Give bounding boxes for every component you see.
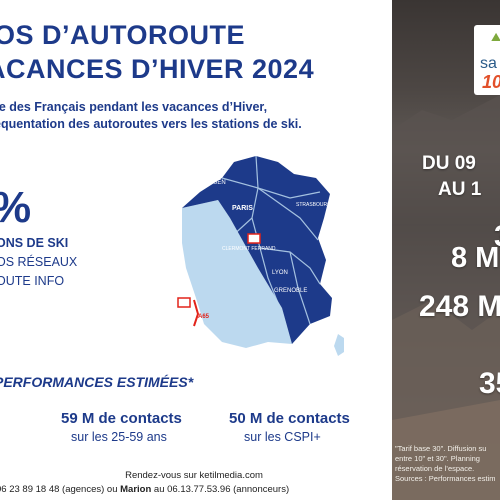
stat-big-1: 3 [494,220,500,254]
intro-line-2: equentation des autoroutes vers les stat… [0,117,302,131]
logo-number: 10 [482,72,500,92]
map-city-grenoble: GRENOBLE [274,288,307,294]
page-title-line-2: ACANCES D’HIVER 2024 [0,54,315,84]
stat-big-4: 35 [479,367,500,400]
fine-print-line-1: "Tarif base 30". Diffusion su [395,444,487,453]
intro-line-1: re des Français pendant les vacances d’H… [0,100,268,114]
fine-print-line-4: Sources : Performances estim [395,474,496,483]
map-city-strasbourg: STRASBOURG [296,202,331,208]
map-network-region [182,156,332,344]
logo-text: sa [480,55,497,72]
stat-line-2: OS RÉSEAUX [0,255,78,269]
footer-contact-name: Marion [120,484,152,495]
stat-big-2: 8 ME [451,242,500,274]
map-corsica [334,334,344,356]
stat-line-1: ONS DE SKI [0,236,69,250]
left-panel: IOS D’AUTOROUTE ACANCES D’HIVER 2024 re … [0,20,350,495]
logo-box [474,25,500,95]
contacts-target-2: sur les CSPI+ [244,430,321,444]
map-west-region [182,200,292,348]
performances-title: PERFORMANCES ESTIMÉES* [0,374,194,390]
stat-big-3: 248 MI [419,290,500,323]
stat-percent: % [0,183,31,233]
mountain-background [392,95,500,500]
map-city-clermont: CLERMONT FERRAND [222,246,276,252]
footer-website: Rendez-vous sur ketilmedia.com [125,470,263,481]
page-title-line-1: IOS D’AUTOROUTE [0,20,246,50]
contacts-target-1: sur les 25-59 ans [71,430,167,444]
date-from: DU 09 [422,153,476,174]
date-to: AU 1 [438,179,482,200]
map-route-marker [247,233,261,244]
right-panel-photo [392,0,500,500]
contacts-value-2: 50 M de contacts [229,410,350,427]
footer-phone-agences: 06 23 89 18 48 (agences) ou [0,484,121,495]
map-highway-label: A65 [198,314,210,320]
map-a65-marker [177,297,191,308]
map-city-paris: PARIS [232,205,253,212]
footer-phone-annonceurs: au 06.13.77.53.96 (annonceurs) [151,484,290,495]
france-highway-map: LILLE ROUEN PARIS STRASBOURG CLERMONT FE… [177,150,344,356]
fine-print: "Tarif base 30". Diffusion su entre 10" … [395,444,495,484]
footer-contacts: 06 23 89 18 48 (agences) ou Marion au 06… [0,484,289,495]
fine-print-line-3: réservation de l’espace. [395,464,475,473]
map-roads [221,155,321,325]
map-city-rouen: ROUEN [204,180,226,186]
contacts-value-1: 59 M de contacts [61,410,182,427]
logo-mountain-icon: ⛰ [491,30,500,44]
fine-print-line-2: entre 10" et 30". Planning [395,454,480,463]
stat-line-3: OUTE INFO [0,274,65,288]
map-city-lille: LILLE [250,150,266,156]
map-a65-route [193,299,200,327]
map-city-lyon: LYON [272,270,288,276]
